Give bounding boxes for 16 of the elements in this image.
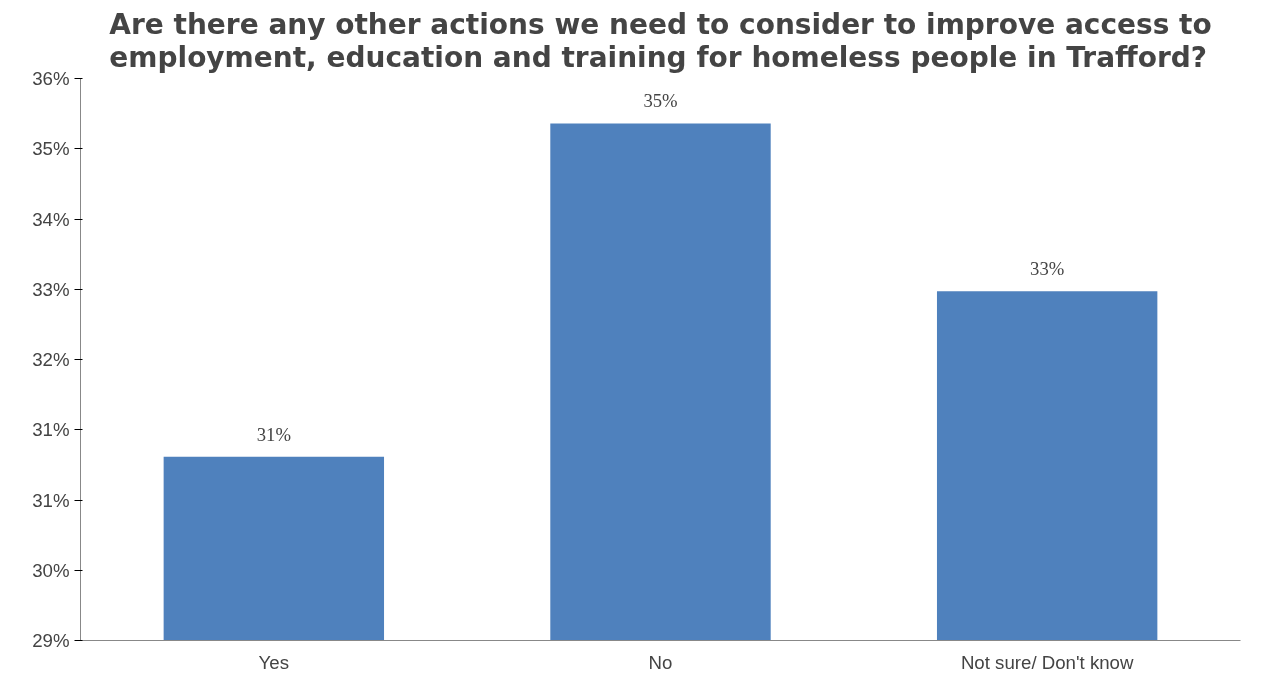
data-label: 33% (1030, 258, 1065, 280)
y-tick-label: 33% (32, 278, 70, 300)
data-label: 31% (256, 423, 291, 445)
y-tick-label: 31% (32, 489, 70, 511)
y-tick-label: 30% (32, 559, 70, 581)
x-tick-label: No (648, 651, 673, 673)
y-tick-label: 35% (32, 138, 70, 160)
y-tick-label: 36% (32, 68, 70, 89)
y-tick-label: 34% (32, 208, 70, 230)
y-tick-label: 29% (32, 630, 70, 651)
x-tick-label: Not sure/ Don't know (960, 651, 1134, 673)
y-tick-label: 31% (32, 419, 70, 441)
x-tick-label: Yes (258, 651, 290, 673)
chart-title: Are there any other actions we need to consider to improve access to employment, education and training for homeless people in Trafford? (109, 7, 1212, 74)
y-tick-label: 32% (32, 349, 70, 370)
data-label: 35% (643, 90, 678, 112)
